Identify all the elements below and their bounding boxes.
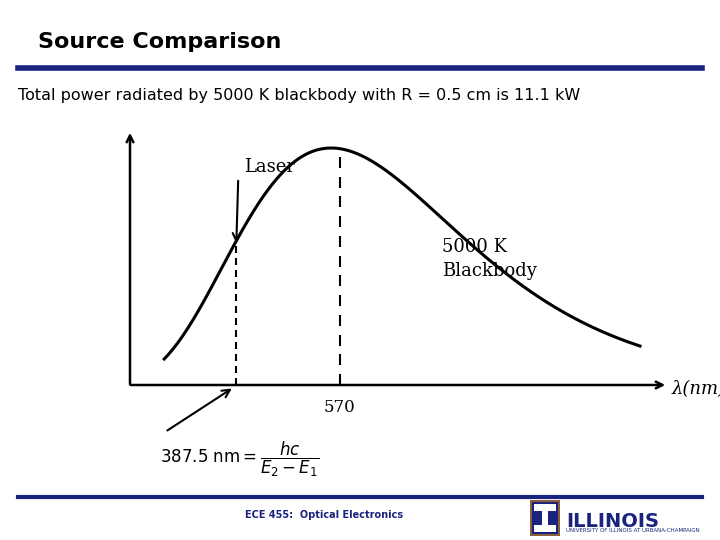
Text: λ(nm): λ(nm)	[672, 380, 720, 398]
Text: Laser: Laser	[244, 158, 295, 176]
Text: 570: 570	[324, 399, 356, 416]
Text: ILLINOIS: ILLINOIS	[566, 512, 659, 531]
Bar	[532, 502, 558, 534]
Text: UNIVERSITY OF ILLINOIS AT URBANA-CHAMPAIGN: UNIVERSITY OF ILLINOIS AT URBANA-CHAMPAI…	[566, 528, 700, 533]
Text: 5000 K
Blackbody: 5000 K Blackbody	[441, 238, 536, 280]
Text: Source Comparison: Source Comparison	[38, 32, 282, 52]
Text: $387.5\ \mathrm{nm} = \dfrac{hc}{E_2 - E_1}$: $387.5\ \mathrm{nm} = \dfrac{hc}{E_2 - E…	[160, 440, 320, 479]
Bar	[530, 500, 560, 536]
Text: Total power radiated by 5000 K blackbody with R = 0.5 cm is 11.1 kW: Total power radiated by 5000 K blackbody…	[18, 88, 580, 103]
Bar	[542, 504, 548, 532]
Bar	[534, 525, 556, 532]
Bar	[534, 504, 556, 511]
Text: ECE 455:  Optical Electronics: ECE 455: Optical Electronics	[245, 510, 403, 520]
